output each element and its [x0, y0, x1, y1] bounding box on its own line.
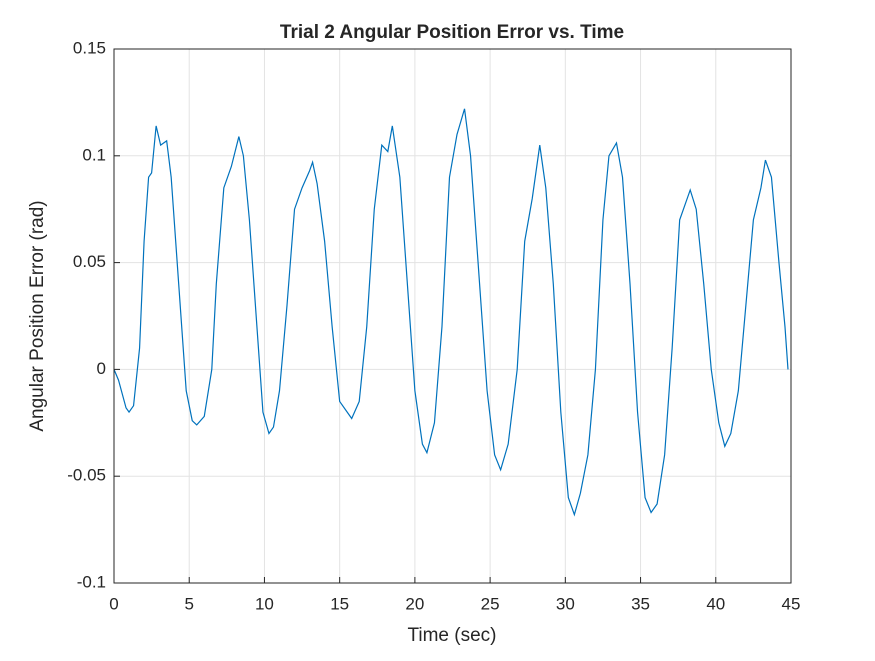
y-tick-label: 0.05	[73, 252, 106, 271]
x-tick-label: 35	[631, 594, 650, 613]
data-line	[113, 108, 789, 517]
x-tick-label: 20	[405, 594, 424, 613]
y-tick-label: 0	[97, 359, 106, 378]
axes-box	[113, 48, 792, 584]
x-tick-label: 0	[109, 594, 118, 613]
x-tick-label: 30	[556, 594, 575, 613]
chart-title: Trial 2 Angular Position Error vs. Time	[280, 22, 624, 43]
plot	[113, 108, 789, 517]
y-axis-label: Angular Position Error (rad)	[27, 200, 48, 431]
x-tick-label: 5	[184, 594, 193, 613]
y-tick-label: -0.1	[77, 572, 106, 591]
x-tick-label: 45	[782, 594, 801, 613]
x-tick-label: 15	[330, 594, 349, 613]
y-tick-label: -0.05	[67, 466, 106, 485]
x-tick-label: 10	[255, 594, 274, 613]
x-tick-label: 40	[706, 594, 725, 613]
y-tick-label: 0.15	[73, 38, 106, 57]
y-tick-label: 0.1	[82, 145, 106, 164]
x-axis-label: Time (sec)	[407, 625, 496, 646]
x-tick-label: 25	[481, 594, 500, 613]
